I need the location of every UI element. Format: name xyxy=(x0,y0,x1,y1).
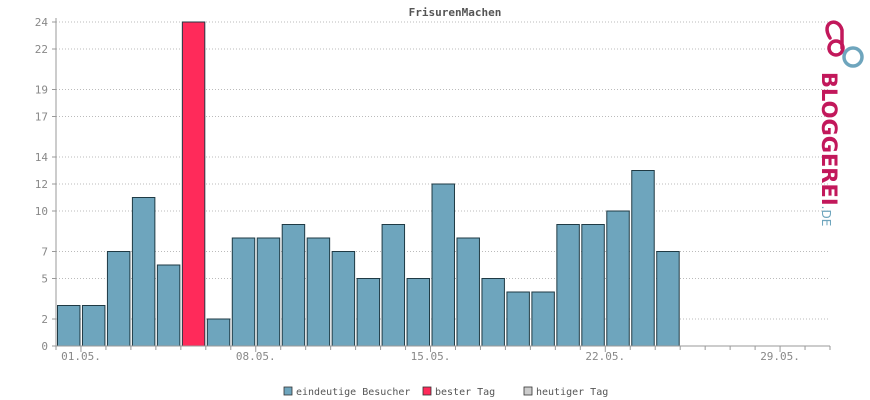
x-tick-label: 22.05. xyxy=(585,350,625,363)
bar xyxy=(106,251,131,347)
x-tick-label: 15.05. xyxy=(411,350,451,363)
bar xyxy=(481,278,505,347)
bar xyxy=(531,291,555,347)
y-tick-label: 14 xyxy=(35,151,49,164)
bar xyxy=(57,305,81,347)
svg-text:BLOGGEREI.DE: BLOGGEREI.DE xyxy=(817,72,841,226)
bar xyxy=(431,183,455,347)
chart-title: FrisurenMachen xyxy=(409,6,502,19)
y-tick-label: 7 xyxy=(41,246,48,259)
y-tick-label: 24 xyxy=(35,16,49,29)
x-tick-label: 08.05. xyxy=(236,350,276,363)
y-tick-label: 17 xyxy=(35,111,48,124)
bar xyxy=(131,197,156,347)
legend-swatch xyxy=(283,386,293,396)
bar xyxy=(506,291,530,347)
brand-name: BLOGGEREI xyxy=(817,72,841,206)
x-tick-label: 01.05. xyxy=(61,350,101,363)
y-tick-label: 2 xyxy=(41,313,48,326)
legend-item: bester Tag xyxy=(422,386,495,398)
legend-label: eindeutige Besucher xyxy=(296,387,410,398)
bar xyxy=(581,224,605,347)
bar xyxy=(206,318,231,347)
bar xyxy=(331,251,356,347)
y-axis: 0 2 5 7 10 12 14 17 19 22 24 xyxy=(35,16,57,353)
y-tick-label: 0 xyxy=(41,340,48,353)
x-tick-label: 29.05. xyxy=(760,350,800,363)
bar xyxy=(556,224,580,347)
logo-mark-icon xyxy=(825,20,864,68)
bar-best-day xyxy=(181,21,206,347)
legend-swatch xyxy=(523,386,533,396)
bars xyxy=(57,21,680,347)
legend: eindeutige Besucher bester Tag heutiger Ta… xyxy=(283,386,608,398)
bar xyxy=(281,224,306,347)
bar xyxy=(356,278,381,347)
brand-suffix: .DE xyxy=(819,206,833,227)
x-axis: 01.05. 08.05. 15.05. 22.05. 29.05. xyxy=(55,345,831,363)
bar xyxy=(256,237,281,347)
bar xyxy=(231,237,256,347)
y-tick-label: 22 xyxy=(35,43,48,56)
bar xyxy=(81,305,106,347)
bar xyxy=(381,224,406,347)
bar xyxy=(606,210,630,347)
legend-item: heutiger Tag xyxy=(523,386,608,398)
legend-label: heutiger Tag xyxy=(536,387,608,398)
y-tick-label: 10 xyxy=(35,205,48,218)
bar xyxy=(456,237,480,347)
y-tick-label: 19 xyxy=(35,84,48,97)
bar xyxy=(156,264,181,347)
bar xyxy=(406,278,431,347)
bar xyxy=(631,170,655,347)
bar xyxy=(306,237,331,347)
legend-swatch xyxy=(422,386,432,396)
legend-label: bester Tag xyxy=(435,387,495,398)
legend-item: eindeutige Besucher xyxy=(283,386,410,398)
bar xyxy=(656,251,680,347)
bloggerei-logo: BLOGGEREI.DE xyxy=(817,20,864,226)
y-tick-label: 5 xyxy=(41,273,48,286)
y-tick-label: 12 xyxy=(35,178,48,191)
